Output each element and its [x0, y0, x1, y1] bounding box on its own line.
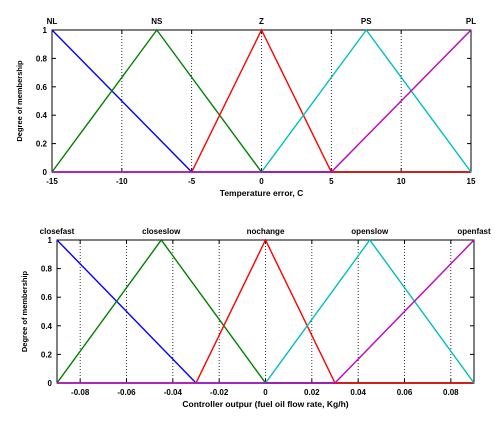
term-label-NS: NS — [151, 17, 163, 26]
x-tick-label: -0.06 — [117, 388, 136, 397]
y-axis-label: Degree of membership — [15, 60, 24, 142]
x-tick-label: -10 — [116, 177, 128, 186]
x-tick-label: 0.02 — [304, 388, 320, 397]
series-line-PL — [52, 29, 472, 173]
x-tick-label: -0.04 — [164, 388, 183, 397]
y-tick-label: 0 — [43, 168, 48, 177]
x-tick-label: 0.06 — [397, 388, 413, 397]
y-tick-label: 0.6 — [36, 83, 48, 92]
y-tick-label: 0.6 — [41, 293, 53, 302]
x-tick-label: 0.04 — [350, 388, 366, 397]
term-label-Z: Z — [259, 17, 264, 26]
y-tick-label: 0.4 — [41, 322, 53, 331]
x-axis-label: Controller outpur (fuel oil flow rate, K… — [182, 399, 348, 409]
term-label-PL: PL — [466, 17, 476, 26]
chart-bottom: -0.08 -0.06 -0.04 -0.02 0 0.02 0.04 0.06 0.08 0 0.… — [20, 227, 491, 409]
y-tick-label: 0.8 — [41, 265, 53, 274]
chart-top: -15 -10 -5 0 5 10 15 0 0.2 0.4 0.6 0.8 1NL NS Z PS PL Tem… — [15, 17, 476, 198]
term-label-closefast: closefast — [40, 227, 75, 236]
x-tick-label: 0 — [263, 388, 268, 397]
x-tick-label: 10 — [397, 177, 406, 186]
x-tick-label: -5 — [188, 177, 196, 186]
term-label-openslow: openslow — [351, 227, 389, 236]
y-tick-label: 1 — [43, 26, 48, 35]
y-axis-label: Degree of membership — [20, 270, 29, 352]
series-line-openfast — [57, 239, 475, 384]
y-tick-label: 0 — [48, 379, 53, 388]
y-tick-label: 0.8 — [36, 54, 48, 63]
x-tick-label: 0.08 — [443, 388, 459, 397]
x-tick-label: 5 — [329, 177, 334, 186]
y-tick-label: 0.4 — [36, 111, 48, 120]
x-tick-label: -0.02 — [210, 388, 229, 397]
term-label-NL: NL — [47, 17, 58, 26]
term-label-closeslow: closeslow — [142, 227, 181, 236]
term-label-openfast: openfast — [457, 227, 491, 236]
x-tick-label: 0 — [259, 177, 264, 186]
y-tick-label: 0.2 — [41, 350, 53, 359]
x-tick-label: -0.08 — [71, 388, 90, 397]
y-tick-label: 1 — [48, 236, 53, 245]
term-label-nochange: nochange — [247, 227, 285, 236]
x-tick-label: -15 — [46, 177, 58, 186]
y-tick-label: 0.2 — [36, 140, 48, 149]
x-axis-label: Temperature error, C — [220, 188, 303, 198]
x-tick-label: 15 — [467, 177, 476, 186]
term-label-PS: PS — [361, 17, 372, 26]
